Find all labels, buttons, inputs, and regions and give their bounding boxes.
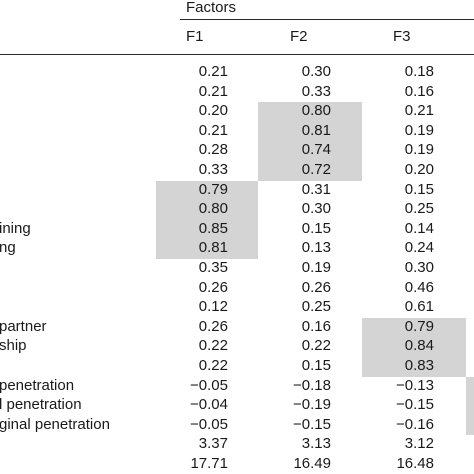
cell-f1: 0.79	[198, 180, 228, 198]
cell-f3: 0.15	[404, 180, 434, 198]
cell-f3: 3.12	[404, 435, 434, 453]
cell-f3: 0.84	[404, 337, 434, 355]
row-label: ng	[0, 239, 16, 257]
cell-f1: 0.81	[198, 239, 228, 257]
cell-f1: 0.26	[198, 278, 228, 296]
cell-f2: 0.30	[301, 63, 331, 80]
highlight-block	[258, 102, 362, 181]
cell-f1: 0.21	[198, 63, 228, 80]
cell-f2: 0.22	[301, 337, 331, 355]
cell-f2: 0.31	[301, 180, 331, 198]
row-label: ginal penetration	[0, 415, 110, 433]
cell-f3: −0.16	[396, 415, 434, 433]
cell-f2: 0.72	[301, 161, 331, 178]
cell-f2: 0.13	[301, 239, 331, 257]
cell-f1: −0.04	[190, 396, 228, 414]
cell-f1: 0.85	[198, 219, 228, 237]
cell-f2: 0.15	[301, 219, 331, 237]
cell-f1: 17.71	[190, 455, 228, 472]
cell-f3: 0.83	[404, 357, 434, 374]
column-header-f1: F1	[186, 28, 204, 45]
cell-f3: 0.46	[404, 278, 434, 296]
cell-f2: 0.19	[301, 259, 331, 276]
cell-f1: 0.22	[198, 357, 228, 374]
row-label: penetration	[0, 376, 75, 394]
row-label: ining	[0, 219, 31, 237]
highlight-block	[156, 180, 258, 259]
cell-f3: 0.16	[404, 82, 434, 100]
cell-f1: 0.21	[198, 121, 228, 139]
cell-f2: 16.49	[293, 455, 331, 472]
column-header-f2: F2	[290, 28, 308, 45]
cell-f3: 0.14	[404, 219, 434, 237]
cell-f1: 0.80	[198, 200, 228, 218]
row-label: l penetration	[0, 396, 82, 414]
highlight-block	[362, 317, 466, 377]
cell-f1: 0.21	[198, 82, 228, 100]
cell-f3: −0.15	[396, 396, 434, 414]
cell-f2: 3.13	[301, 435, 331, 453]
cell-f3: 16.48	[396, 455, 434, 472]
cell-f2: 0.25	[301, 298, 331, 316]
cell-f2: 0.74	[301, 141, 331, 159]
cell-f1: 3.37	[198, 435, 228, 453]
header-group-rule	[180, 19, 474, 20]
cell-f2: −0.18	[293, 376, 331, 394]
cell-f2: 0.80	[301, 102, 331, 120]
cell-f1: 0.35	[198, 259, 228, 276]
cell-f3: 0.79	[404, 317, 434, 335]
cell-f1: 0.33	[198, 161, 228, 178]
cell-f2: −0.15	[293, 415, 331, 433]
cell-f3: 0.24	[404, 239, 434, 257]
cell-f3: 0.30	[404, 259, 434, 276]
cell-f1: 0.20	[198, 102, 228, 120]
cell-f1: 0.22	[198, 337, 228, 355]
cell-f3: 0.19	[404, 141, 434, 159]
cell-f1: 0.28	[198, 141, 228, 159]
cell-f3: 0.18	[404, 63, 434, 80]
cell-f3: 0.25	[404, 200, 434, 218]
cell-f2: 0.16	[301, 317, 331, 335]
column-header-f3: F3	[393, 28, 411, 45]
highlight-block	[466, 376, 474, 436]
row-label: ship	[0, 337, 27, 355]
cell-f3: 0.19	[404, 121, 434, 139]
cell-f2: 0.26	[301, 278, 331, 296]
cell-f3: 0.21	[404, 102, 434, 120]
cell-f2: 0.30	[301, 200, 331, 218]
header-bottom-rule	[0, 54, 474, 55]
cell-f3: 0.61	[404, 298, 434, 316]
factors-group-header: Factors	[186, 0, 237, 16]
cell-f2: 0.81	[301, 121, 331, 139]
cell-f1: −0.05	[190, 376, 228, 394]
cell-f1: 0.26	[198, 317, 228, 335]
row-label: partner	[0, 317, 47, 335]
cell-f3: 0.20	[404, 161, 434, 178]
cell-f2: −0.19	[293, 396, 331, 414]
cell-f3: −0.13	[396, 376, 434, 394]
cell-f2: 0.15	[301, 357, 331, 374]
cell-f1: −0.05	[190, 415, 228, 433]
cell-f2: 0.33	[301, 82, 331, 100]
cell-f1: 0.12	[198, 298, 228, 316]
